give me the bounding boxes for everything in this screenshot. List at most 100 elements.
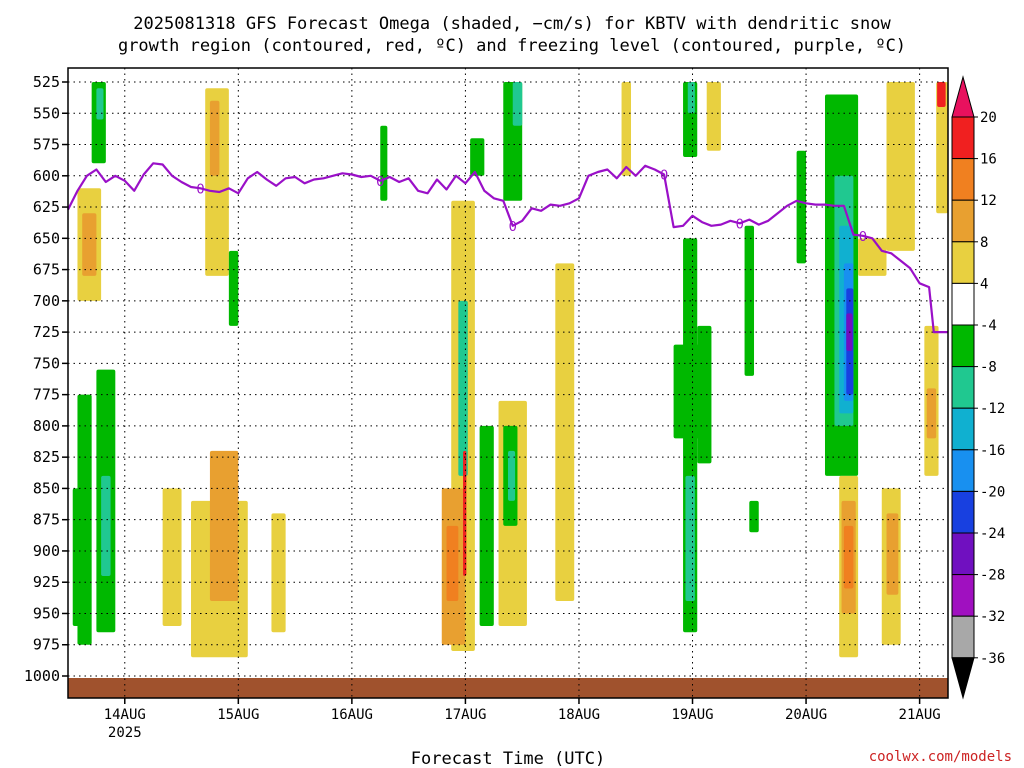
- x-tick-label: 21AUG: [899, 707, 941, 723]
- y-tick-label: 525: [33, 73, 60, 91]
- shaded-region-36: [697, 325, 712, 464]
- y-axis-ticks: 525 550 575 600 625 650 675 700 725 750 775 800 825 8…: [24, 73, 68, 685]
- shaded-region-38: [749, 500, 759, 533]
- shaded-region-51: [886, 513, 899, 595]
- y-tick-label: 825: [33, 448, 60, 466]
- colorbar-segment: [951, 158, 975, 201]
- terrain-fill: [68, 678, 948, 698]
- x-tick-sublabel: 2025: [108, 725, 142, 741]
- freezing-level-line: [67, 162, 948, 334]
- y-tick-label: 750: [33, 354, 60, 372]
- grid-lines: [68, 68, 948, 698]
- colorbar-segment: [951, 449, 975, 492]
- shaded-region-39: [796, 150, 807, 264]
- shaded-region-31: [687, 82, 695, 114]
- x-tick-label: 16AUG: [331, 707, 373, 723]
- shaded-region-22: [479, 425, 494, 626]
- shaded-region-7: [72, 488, 83, 626]
- y-tick-label: 650: [33, 229, 60, 247]
- y-tick-label: 625: [33, 198, 60, 216]
- colorbar-tick-label: -28: [980, 568, 1005, 584]
- colorbar-segment: [951, 574, 975, 617]
- shaded-region-3: [96, 88, 104, 120]
- shaded-region-18: [446, 525, 459, 601]
- y-tick-label: 700: [33, 292, 60, 310]
- shaded-region-48: [843, 525, 854, 589]
- freezing-level-label: 0: [660, 169, 668, 184]
- freezing-level-label: 0: [736, 217, 744, 232]
- shaded-region-6: [101, 475, 111, 576]
- terrain-band: [68, 678, 948, 698]
- x-tick-label: 17AUG: [444, 707, 486, 723]
- freezing-level-label: 0: [859, 230, 867, 245]
- shaded-region-9: [209, 100, 220, 176]
- shaded-region-56: [937, 82, 946, 108]
- colorbar-tick-label: 4: [980, 276, 988, 292]
- shaded-region-12: [209, 450, 239, 601]
- x-axis-ticks: 14AUG 2025 15AUG 16AUG 17AUG 18AUG 19AUG 20AUG 2…: [104, 698, 941, 741]
- colorbar: 20 16 12 8 4 -4 -8 -12 -16 -20 -24 -28 -32 -36: [951, 75, 1005, 700]
- shaded-region-29: [621, 82, 632, 176]
- shaded-region-54: [926, 388, 937, 439]
- shaded-region-24: [512, 82, 523, 126]
- shaded-region-32: [706, 82, 721, 151]
- colorbar-tick-label: -32: [980, 609, 1005, 625]
- shaded-region-14: [271, 513, 286, 633]
- colorbar-bottom-arrow: [951, 657, 975, 700]
- colorbar-tick-label: 8: [980, 235, 988, 251]
- colorbar-tick-label: -20: [980, 484, 1005, 500]
- y-tick-label: 575: [33, 136, 60, 154]
- colorbar-segment: [951, 615, 975, 659]
- y-tick-label: 675: [33, 261, 60, 279]
- y-tick-label: 900: [33, 542, 60, 560]
- plot-frame: [67, 67, 949, 699]
- freezing-level-label: 0: [196, 182, 204, 197]
- y-tick-label: 550: [33, 104, 60, 122]
- colorbar-segment: [951, 324, 975, 368]
- x-tick-label: 14AUG: [104, 707, 146, 723]
- colorbar-tick-label: -12: [980, 401, 1005, 417]
- shaded-region-1: [82, 213, 97, 276]
- colorbar-tick-label: 20: [980, 110, 997, 126]
- y-tick-label: 925: [33, 573, 60, 591]
- freezing-level-label: 0: [509, 220, 517, 235]
- colorbar-tick-label: -16: [980, 443, 1005, 459]
- shaded-region-19: [458, 300, 468, 476]
- y-tick-label: 775: [33, 386, 60, 404]
- colorbar-segment: [951, 366, 975, 409]
- shaded-region-55: [936, 82, 948, 214]
- shaded-region-37: [744, 225, 755, 376]
- colorbar-tick-label: -36: [980, 651, 1005, 667]
- x-tick-label: 15AUG: [217, 707, 259, 723]
- y-tick-label: 800: [33, 417, 60, 435]
- shaded-region-21: [470, 138, 485, 176]
- y-tick-label: 875: [33, 511, 60, 529]
- colorbar-tick-label: -8: [980, 360, 997, 376]
- plot-area: 0 0 0 0 0 0: [67, 68, 948, 698]
- omega-shading: [72, 82, 948, 658]
- colorbar-segment: [951, 282, 975, 326]
- shaded-region-27: [508, 450, 516, 501]
- y-tick-label: 1000: [24, 667, 60, 685]
- shaded-region-52: [886, 82, 915, 251]
- chart-title-line-2: growth region (contoured, red, ºC) and f…: [118, 36, 906, 56]
- shaded-region-13: [162, 488, 182, 626]
- freezing-level-contour: 0 0 0 0 0 0: [67, 162, 948, 334]
- credit-text[interactable]: coolwx.com/models: [869, 749, 1012, 765]
- y-tick-label: 850: [33, 479, 60, 497]
- shaded-region-10: [228, 250, 239, 326]
- x-tick-label: 20AUG: [785, 707, 827, 723]
- colorbar-segment: [951, 116, 975, 160]
- colorbar-tick-label: 12: [980, 193, 997, 209]
- y-tick-label: 725: [33, 323, 60, 341]
- shaded-region-20: [463, 450, 467, 576]
- colorbar-segment: [951, 241, 975, 284]
- colorbar-segment: [951, 532, 975, 576]
- freezing-level-label: 0: [376, 175, 384, 190]
- colorbar-segment: [951, 490, 975, 534]
- colorbar-tick-label: -24: [980, 526, 1005, 542]
- x-tick-label: 18AUG: [558, 707, 600, 723]
- colorbar-segment: [951, 407, 975, 451]
- y-tick-label: 975: [33, 636, 60, 654]
